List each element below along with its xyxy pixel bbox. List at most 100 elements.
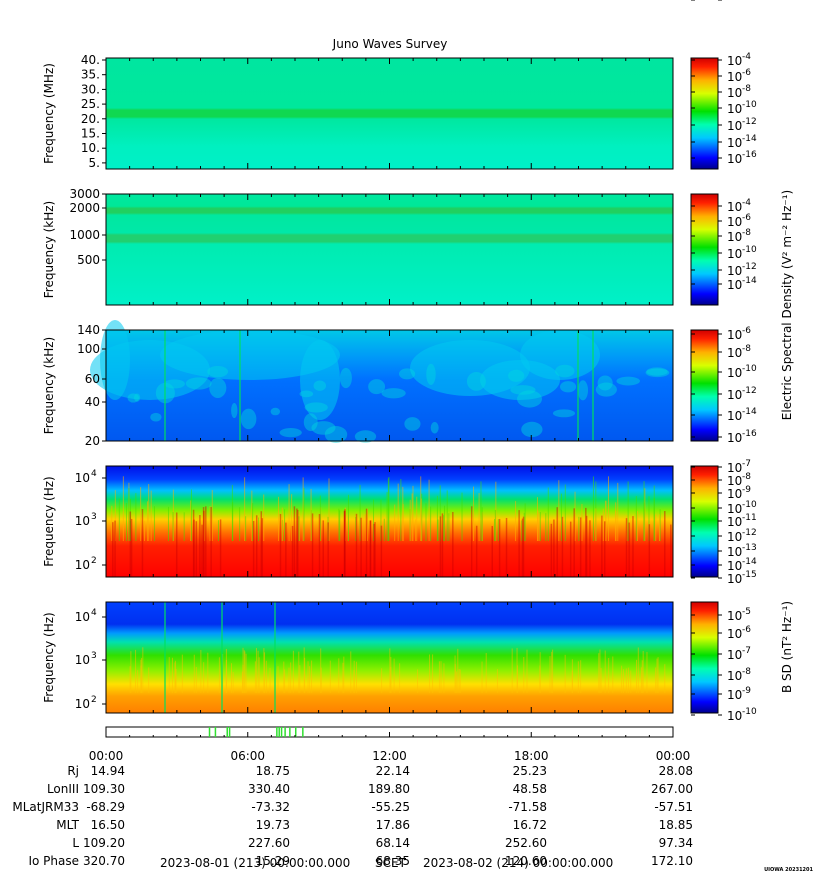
- ephemeris-value: 48.58: [512, 782, 547, 796]
- status-bar-tick: [214, 727, 217, 737]
- colorbar-tick-exponent: -14: [742, 134, 757, 144]
- xtick-label: 00:00: [656, 749, 691, 763]
- colorbar-tick-label: 10: [727, 264, 742, 278]
- ephemeris-label: MLT: [56, 818, 79, 832]
- xtick-label: 12:00: [372, 749, 407, 763]
- spectrogram-2: [106, 194, 673, 305]
- colorbar-tick-label: 10: [727, 230, 742, 244]
- colorbar-tick-exponent: -6: [742, 326, 751, 336]
- colorbar-tick-label: 10: [727, 530, 742, 544]
- ytick-label: 10: [75, 471, 90, 485]
- ytick-label: 140: [77, 323, 100, 337]
- colorbar-tick-exponent: -9: [742, 485, 751, 495]
- ytick-label: 20: [85, 434, 100, 448]
- xtick-label: 18:00: [514, 749, 549, 763]
- colorbar-4: [690, 465, 719, 578]
- colorbar-5: [690, 601, 719, 714]
- ytick-label: 25.: [81, 97, 100, 111]
- ephemeris-value: 18.75: [255, 764, 290, 778]
- ytick-exponent: 3: [91, 512, 97, 522]
- colorbar-tick-exponent: -15: [742, 570, 757, 580]
- colorbar-tick-exponent: -16: [742, 429, 757, 439]
- colorbar-tick-exponent: -8: [742, 228, 751, 238]
- colorbar-tick-exponent: -5: [742, 607, 751, 617]
- ytick-label: 500: [77, 253, 100, 267]
- ephemeris-value: 25.23: [512, 764, 547, 778]
- time-axis: 00:00 06:00 12:00 18:00 00:00: [89, 749, 691, 763]
- colorbar-tick-label: 10: [727, 86, 742, 100]
- status-bar-tick: [280, 727, 283, 737]
- y-axis-label: Frequency (Hz): [42, 476, 56, 567]
- colorbar-tick-label: 10: [727, 609, 742, 623]
- ytick-label: 1000: [69, 228, 100, 242]
- colorbar-tick-label: 10: [727, 648, 742, 662]
- ephemeris-value: 120.60: [505, 854, 547, 868]
- status-bar: [105, 726, 674, 738]
- colorbar-tick-label: 10: [727, 200, 742, 214]
- ephemeris-value: 22.14: [375, 764, 410, 778]
- ytick-exponent: 2: [91, 556, 97, 566]
- ephemeris-value: 28.08: [658, 764, 693, 778]
- colorbar-tick-label: 10: [727, 54, 742, 68]
- ytick-label: 60: [85, 372, 100, 386]
- spectrogram-texture-4: [111, 476, 672, 577]
- status-bar-tick: [226, 727, 228, 737]
- status-bar-tick: [289, 727, 291, 737]
- colorbar-tick-label: 10: [727, 388, 742, 402]
- colorbar-tick-exponent: -14: [742, 557, 757, 567]
- colorbar-1: [690, 57, 719, 170]
- colorbar-tick-label: 10: [727, 136, 742, 150]
- ephemeris-value: 14.94: [90, 764, 125, 778]
- colorbar-tick-label: 10: [727, 0, 742, 3]
- magnetic-colorbar-label: B SD (nT² Hz⁻¹): [780, 601, 794, 693]
- end-time: 2023-08-02 (214) 00:00:00.000: [423, 856, 614, 870]
- ephemeris-value: -71.58: [508, 800, 547, 814]
- ytick-label: 10.: [81, 141, 100, 155]
- ephemeris-label: Rj: [67, 764, 79, 778]
- colorbar-tick-exponent: -13: [742, 543, 757, 553]
- colorbar-tick-exponent: -10: [742, 364, 757, 374]
- ephemeris-value: -68.29: [86, 800, 125, 814]
- ephemeris-value: 16.50: [90, 818, 125, 832]
- colorbar-tick-exponent: -8: [742, 84, 751, 94]
- ytick-label: 10: [75, 514, 90, 528]
- ephemeris-value: 227.60: [248, 836, 290, 850]
- y-axis-label: Frequency (kHz): [42, 337, 56, 434]
- ephemeris-label: MLatJRM33: [12, 800, 79, 814]
- colorbar-tick-exponent: -12: [742, 386, 757, 396]
- ytick-label: 10: [75, 697, 90, 711]
- electric-colorbar-label: Electric Spectral Density (V² m⁻² Hz⁻¹): [780, 190, 794, 420]
- ephemeris-value: 19.73: [255, 818, 290, 832]
- colorbar-tick-exponent: -12: [742, 262, 757, 272]
- colorbar-tick-exponent: -10: [742, 100, 757, 110]
- status-bar-tick: [208, 727, 211, 737]
- colorbar-tick-exponent: -10: [742, 245, 757, 255]
- ephemeris-value: 267.00: [651, 782, 693, 796]
- colorbar-tick-exponent: -16: [742, 150, 757, 160]
- colorbar-3: [690, 329, 719, 442]
- colorbar-tick-exponent: -12: [742, 528, 757, 538]
- colorbar-tick-label: 10: [727, 559, 742, 573]
- ephemeris-value: 320.70: [83, 854, 125, 868]
- ytick-label: 40: [85, 395, 100, 409]
- colorbar-tick-label: 10: [727, 119, 742, 133]
- ytick-label: 100: [77, 342, 100, 356]
- status-bar-tick: [284, 727, 286, 737]
- spectrogram-1: [106, 58, 673, 169]
- ephemeris-value: -55.25: [371, 800, 410, 814]
- colorbar-tick-label: 10: [727, 487, 742, 501]
- y-axis-label: Frequency (Hz): [42, 612, 56, 703]
- spectrogram-texture-3: [90, 320, 670, 443]
- colorbar-tick-exponent: -4: [742, 198, 751, 208]
- ytick-label: 10: [75, 558, 90, 572]
- colorbar-tick-label: 10: [727, 278, 742, 292]
- ephemeris-value: 17.86: [375, 818, 410, 832]
- colorbar-tick-exponent: -11: [742, 0, 757, 3]
- colorbar-tick-label: 10: [727, 328, 742, 342]
- status-bar-tick: [295, 727, 297, 737]
- colorbar-tick-exponent: -10: [742, 500, 757, 510]
- chart-title: Juno Waves Survey: [332, 37, 448, 51]
